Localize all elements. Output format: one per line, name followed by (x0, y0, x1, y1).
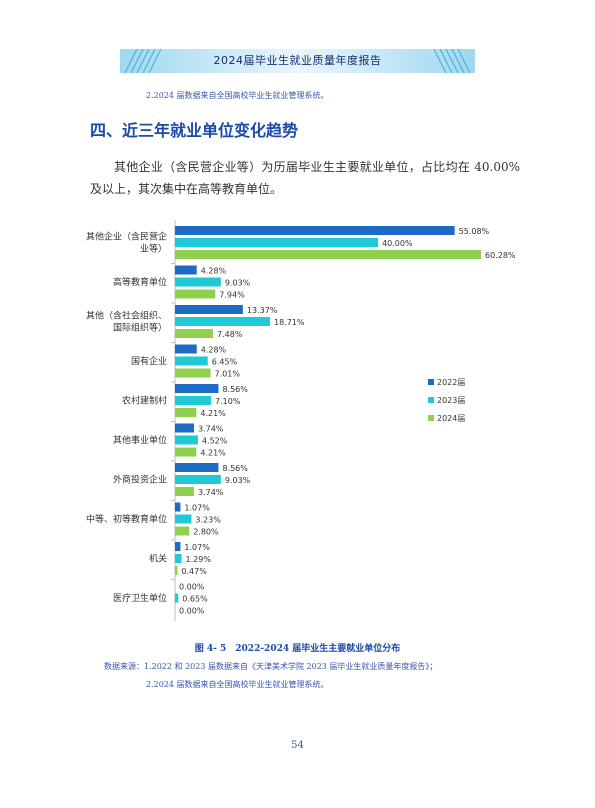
data-label: 9.03% (225, 279, 251, 288)
data-label: 55.08% (459, 227, 490, 236)
bar-2024届-5 (175, 447, 197, 457)
category-label: 农村建制村 (122, 395, 167, 407)
bar-2022届-6 (175, 463, 219, 472)
category-label: 业等） (140, 243, 167, 255)
data-label: 0.47% (181, 567, 207, 576)
category-label: 其他企业（含民营企 (86, 231, 167, 243)
figure-caption: 图 4- 5 2022-2024 届毕业生主要就业单位分布 (194, 644, 401, 654)
data-label: 0.00% (179, 607, 205, 616)
category-label: 高等教育单位 (113, 276, 167, 288)
bar-2024届-7 (175, 526, 190, 536)
category-label: 国有企业 (131, 355, 167, 367)
category-label: 国际组织等） (113, 322, 167, 334)
bar-2023届-6 (175, 475, 221, 484)
data-label: 0.65% (182, 595, 208, 604)
data-label: 0.00% (179, 583, 205, 592)
bar-2022届-2 (175, 305, 243, 314)
data-label: 3.74% (198, 488, 224, 497)
data-label: 8.56% (222, 464, 248, 473)
bar-2024届-8 (175, 566, 178, 575)
category-label: 机关 (149, 553, 167, 565)
legend-swatch (428, 415, 434, 421)
bar-2023届-9 (175, 593, 179, 603)
page-number: 54 (291, 740, 304, 751)
legend-swatch (428, 397, 434, 403)
data-label: 4.21% (200, 409, 226, 418)
data-label: 4.28% (201, 346, 227, 355)
data-label: 7.01% (215, 370, 241, 379)
bar-2023届-0 (175, 238, 379, 247)
data-label: 7.10% (215, 397, 241, 406)
data-label: 3.23% (195, 516, 221, 525)
bar-2024届-6 (175, 487, 194, 496)
category-label: 外商投资企业 (113, 474, 167, 486)
section-title: 四、近三年就业单位变化趋势 (90, 121, 299, 140)
data-label: 9.03% (225, 476, 251, 485)
bar-2023届-5 (175, 435, 198, 445)
legend-swatch (428, 379, 434, 385)
data-label: 1.07% (184, 504, 210, 513)
data-label: 40.00% (382, 239, 413, 248)
data-label: 2.80% (193, 528, 219, 537)
bar-2022届-4 (175, 384, 219, 393)
header-decoration (120, 48, 475, 74)
bar-2022届-0 (175, 226, 455, 235)
data-label: 7.94% (219, 291, 245, 300)
data-label: 1.07% (184, 543, 210, 552)
body-paragraph: 其他企业（含民营企业等）为历届毕业生主要就业单位，占比均在 40.00%及以上，… (90, 160, 520, 196)
data-label: 60.28% (485, 251, 516, 260)
bar-2022届-5 (175, 423, 194, 433)
data-label: 4.28% (201, 267, 227, 276)
data-label: 1.29% (186, 555, 212, 564)
bar-2022届-8 (175, 542, 181, 551)
bar-2024届-1 (175, 289, 216, 299)
category-label: 中等、初等教育单位 (86, 513, 167, 525)
data-label: 13.37% (247, 306, 278, 315)
bar-2022届-1 (175, 265, 197, 275)
source-note-2: 2.2024 届数据来自全国高校毕业生就业管理系统。 (146, 680, 329, 689)
source-note-1: 数据来源：1.2022 和 2023 届数据来自《天津美术学院 2023 届毕业… (104, 662, 438, 671)
chart-svg: 其他企业（含民营企业等） 55.08% 40.00% 60.28% 高等教育单位 4.28… (86, 220, 516, 621)
bar-2024届-3 (175, 368, 211, 378)
bar-2023届-7 (175, 514, 192, 524)
bar-2024届-2 (175, 329, 213, 338)
bar-2023届-8 (175, 554, 182, 563)
bar-2023届-3 (175, 356, 208, 366)
bar-2022届-3 (175, 344, 197, 354)
data-label: 8.56% (222, 385, 248, 394)
employer-distribution-chart: 其他企业（含民营企 业等） 55.08% 40.00% 60.28% 高等教育单位 4.28… (70, 218, 516, 628)
category-label: 医疗卫生单位 (113, 592, 167, 604)
data-label: 6.45% (212, 358, 238, 367)
bar-2023届-1 (175, 277, 221, 287)
data-label: 3.74% (198, 425, 224, 434)
bar-2022届-7 (175, 502, 181, 512)
data-label: 4.52% (202, 437, 228, 446)
legend-label: 2024届 (437, 414, 465, 423)
bar-2024届-4 (175, 408, 197, 417)
bar-2024届-0 (175, 250, 482, 259)
bar-2023届-4 (175, 396, 212, 405)
top-note: 2.2024 届数据来自全国高校毕业生就业管理系统。 (146, 91, 329, 100)
bar-2023届-2 (175, 317, 270, 326)
legend-label: 2022届 (437, 378, 465, 387)
legend-label: 2023届 (437, 396, 465, 405)
data-label: 7.48% (217, 330, 243, 339)
category-label: 其他事业单位 (113, 434, 167, 446)
data-label: 4.21% (200, 449, 226, 458)
category-label: 其他（含社会组织、 (86, 310, 167, 322)
data-label: 18.71% (274, 318, 305, 327)
header-title: 2024届毕业生就业质量年度报告 (213, 54, 382, 67)
